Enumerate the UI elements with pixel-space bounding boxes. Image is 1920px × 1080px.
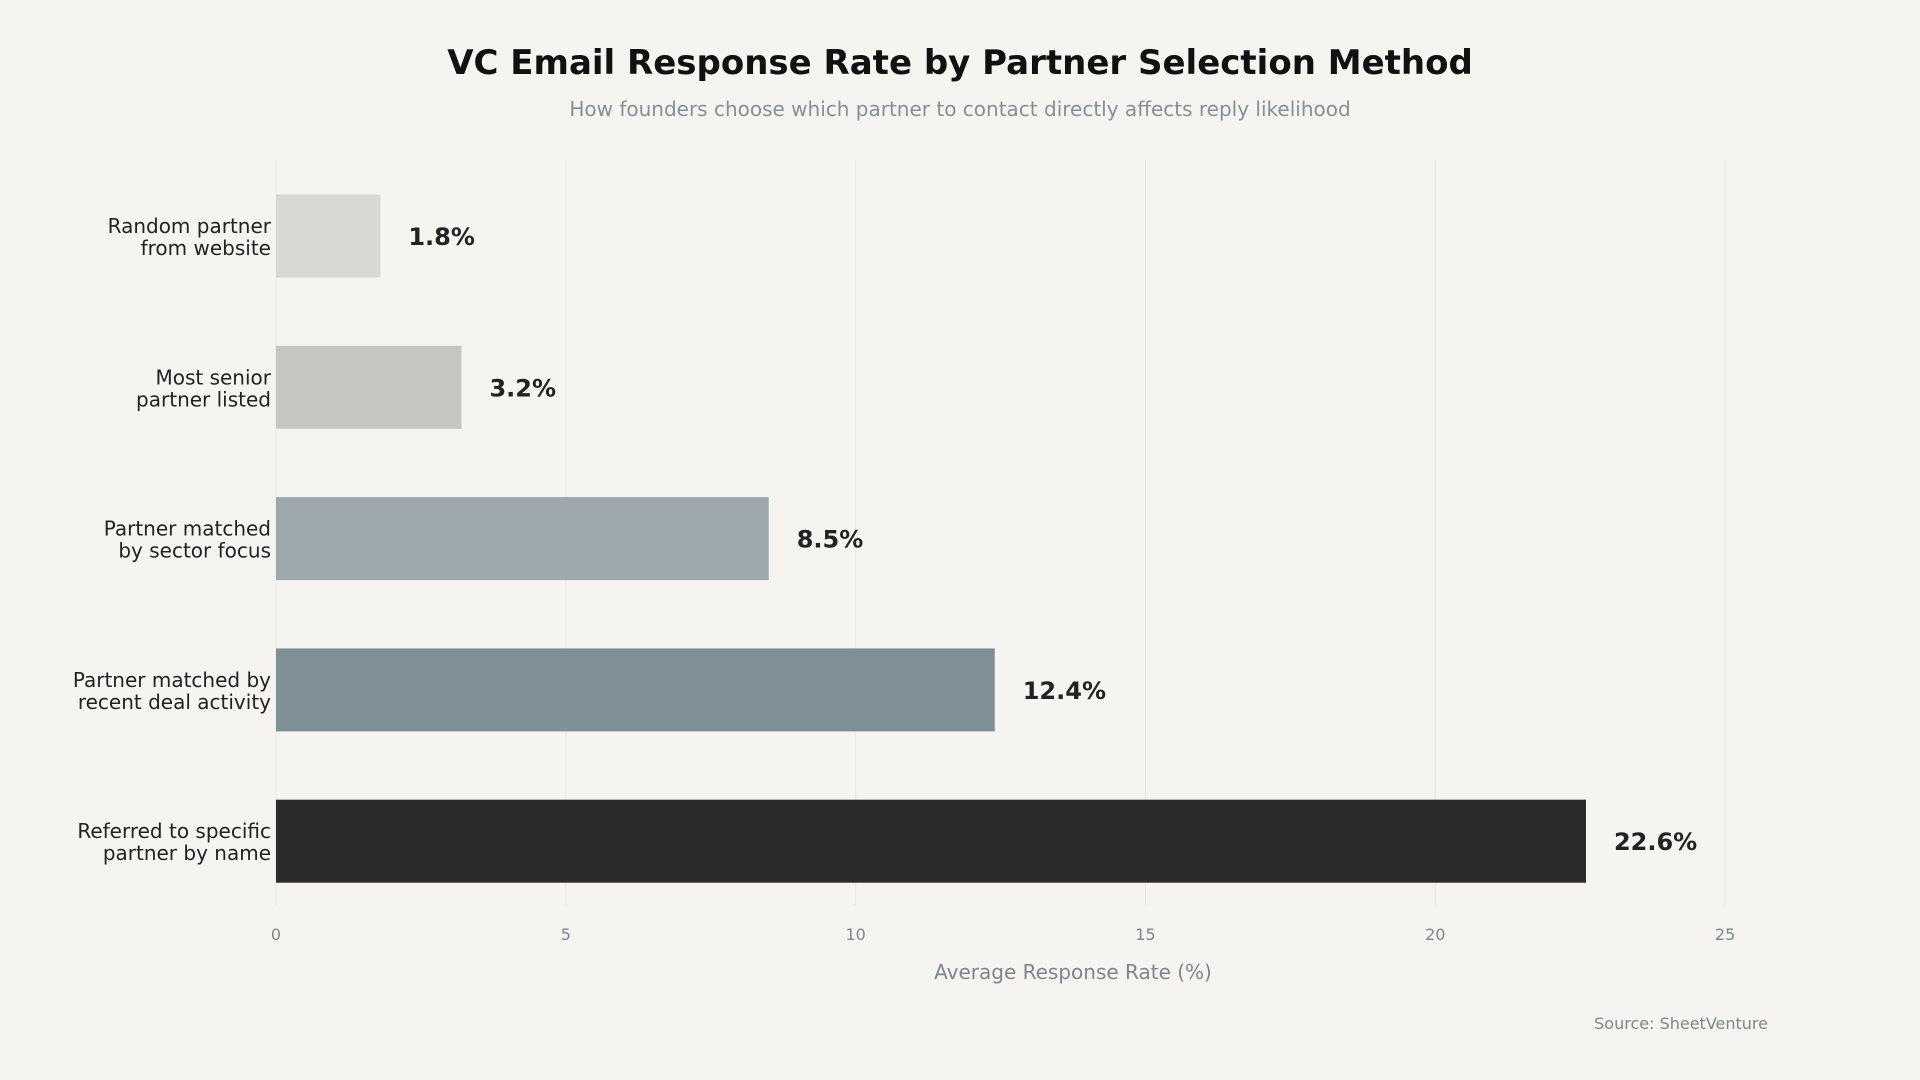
category-label: Partner matched by sector focus — [104, 517, 271, 563]
x-tick-labels: 0 5 10 15 20 25 — [271, 925, 1735, 944]
category-label: Referred to specific partner by name — [77, 819, 271, 865]
bar — [276, 497, 769, 581]
category-label-line: Random partner — [108, 214, 272, 238]
category-label-line: Most senior — [155, 365, 271, 389]
value-label: 1.8% — [408, 223, 475, 251]
x-tick-label: 0 — [271, 925, 281, 944]
chart-subtitle: How founders choose which partner to con… — [569, 97, 1350, 121]
x-tick-label: 5 — [561, 925, 571, 944]
x-tick-label: 10 — [845, 925, 865, 944]
category-label: Most senior partner listed — [136, 365, 272, 411]
category-label-line: from website — [141, 236, 271, 260]
value-label: 8.5% — [797, 526, 864, 554]
value-label: 12.4% — [1023, 677, 1106, 705]
x-tick-label: 20 — [1425, 925, 1445, 944]
category-label: Random partner from website — [108, 214, 272, 260]
category-label-line: partner by name — [103, 841, 271, 865]
chart-title: VC Email Response Rate by Partner Select… — [447, 43, 1473, 83]
category-label: Partner matched by recent deal activity — [73, 668, 271, 714]
value-label: 22.6% — [1614, 828, 1697, 856]
value-labels: 1.8% 3.2% 8.5% 12.4% 22.6% — [408, 223, 1697, 856]
value-label: 3.2% — [489, 374, 556, 402]
source-note: Source: SheetVenture — [1594, 1014, 1768, 1033]
x-tick-label: 15 — [1135, 925, 1155, 944]
bar — [276, 799, 1586, 883]
bar — [276, 648, 995, 732]
bar — [276, 345, 462, 429]
x-tick-label: 25 — [1715, 925, 1735, 944]
category-label-line: Referred to specific — [77, 819, 271, 843]
bar — [276, 194, 381, 278]
grid-lines — [275, 160, 1726, 905]
category-label-line: recent deal activity — [78, 690, 271, 714]
category-label-line: Partner matched — [104, 517, 271, 541]
category-label-line: by sector focus — [118, 539, 271, 563]
x-axis-title: Average Response Rate (%) — [934, 960, 1212, 984]
category-label-line: partner listed — [136, 387, 271, 411]
bars — [276, 194, 1586, 883]
category-label-line: Partner matched by — [73, 668, 271, 692]
